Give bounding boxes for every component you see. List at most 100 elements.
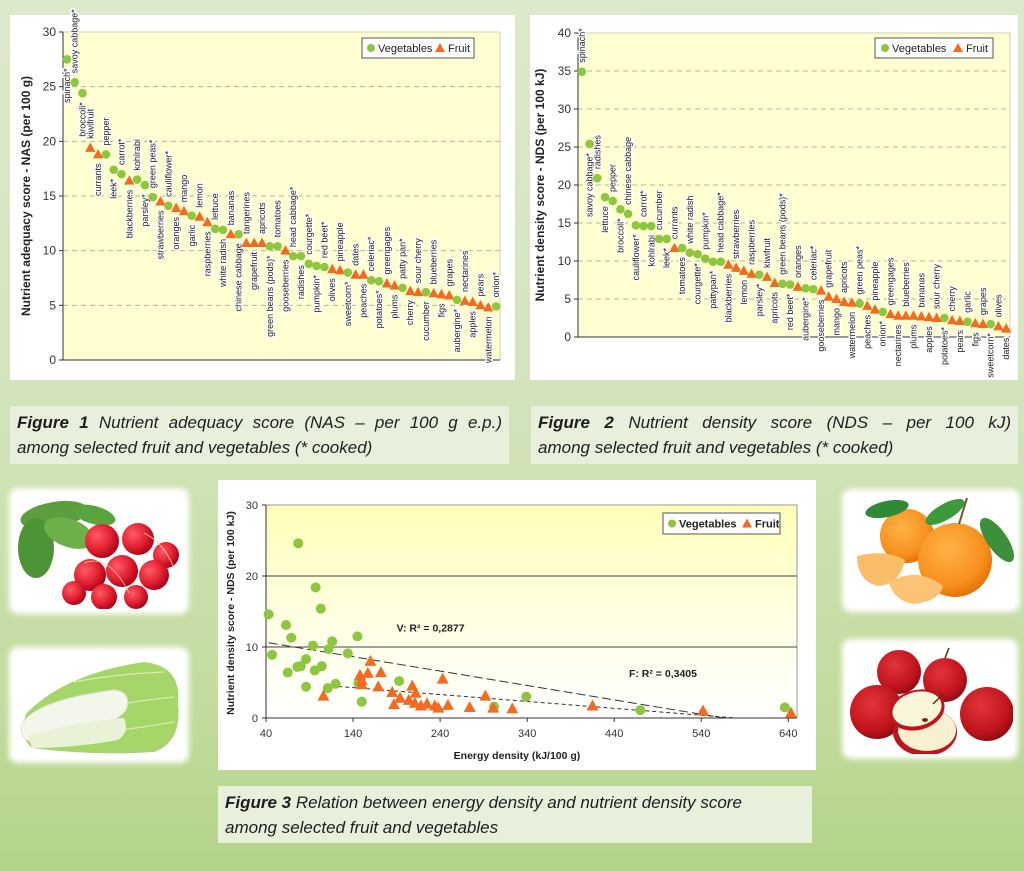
- category-label: cauliflower*: [631, 234, 641, 281]
- category-label: pumpkin*: [312, 274, 322, 312]
- category-label: blackberries: [723, 273, 733, 322]
- category-label: pineapple: [335, 222, 345, 261]
- vegetable-point: [855, 299, 864, 308]
- fruit-point: [202, 216, 213, 227]
- fruit-point: [280, 245, 291, 255]
- fruit-point: [923, 311, 935, 322]
- category-label: red beet*: [319, 221, 329, 258]
- fruit-point: [931, 312, 942, 322]
- chinese-cabbage-photo: [14, 652, 184, 758]
- r-squared-annotation: F: R² = 0,3405: [629, 668, 697, 680]
- caption-line-2: among selected fruit and vegetables: [225, 818, 499, 837]
- category-label: grapes: [978, 287, 988, 315]
- fruit-point: [194, 211, 205, 221]
- category-label: apricots: [839, 261, 849, 293]
- fruit-point: [124, 175, 135, 185]
- energy-vs-nds-scatter: 0 10 20 30 40 140 240 340 440 540 640 V: R² = 0,287…: [225, 500, 798, 762]
- fruit-point: [746, 268, 757, 278]
- figure-2-chart-panel: 0 5 10 15 20 25 30 35 40 spinach* savoy cabbage* ra…: [530, 15, 1018, 380]
- fruit-point: [402, 693, 415, 705]
- vegetable-point: [398, 283, 407, 293]
- category-label: green beans (pods)*: [777, 193, 787, 275]
- vegetable-point: [616, 205, 625, 214]
- vegetable-point: [148, 192, 158, 202]
- vegetable-point: [635, 705, 646, 716]
- fruit-point: [386, 686, 399, 698]
- fruit-point: [249, 237, 260, 247]
- legend-fruit-label: Fruit: [448, 43, 470, 55]
- category-label: onion*: [491, 271, 501, 297]
- vegetable-point: [352, 631, 363, 642]
- category-label: kiwifruit: [762, 237, 772, 268]
- category-label: sour cherry: [932, 263, 942, 309]
- vegetable-point: [986, 319, 996, 329]
- category-label: celeriac*: [808, 245, 818, 280]
- tangerines-photo: [847, 494, 1015, 607]
- x-axis-title: Energy density (kJ/100 g): [454, 750, 581, 762]
- vegetable-point: [293, 538, 304, 549]
- chinese-cabbage-illustration: [20, 662, 179, 754]
- vegetable-point: [356, 696, 367, 707]
- vegetable-point: [330, 678, 341, 689]
- category-label: blueberries: [429, 239, 439, 284]
- category-label: potatoes*: [374, 290, 384, 329]
- fruit-point: [885, 308, 896, 319]
- legend-fruit-marker: [435, 43, 445, 52]
- vegetable-point: [62, 55, 72, 64]
- category-label: sweetcorn*: [343, 281, 353, 326]
- fruit-point: [792, 281, 804, 291]
- fruit-point: [993, 320, 1004, 331]
- fruit-point: [85, 142, 96, 152]
- category-label: cherry: [405, 300, 415, 326]
- legend-vegetables-marker: [367, 44, 375, 52]
- caption-line-1: Figure 1 Nutrient adequacy score (NAS – …: [17, 410, 502, 435]
- vegetable-point: [366, 275, 376, 285]
- category-label: watermelon: [847, 312, 857, 360]
- vegetable-point: [282, 667, 293, 678]
- fruit-point: [389, 280, 400, 290]
- vegetable-point: [265, 241, 275, 251]
- vegetable-point: [700, 254, 710, 264]
- category-label: lemon: [195, 183, 205, 208]
- category-label: oranges: [171, 217, 181, 250]
- category-label: pumpkin*: [700, 212, 710, 250]
- y-tick-label: 10: [43, 244, 57, 258]
- y-axis-title: Nutrient density score - NDS (per 100 kJ…: [533, 69, 547, 302]
- y-tick-label: 10: [558, 254, 572, 268]
- fruit-point: [436, 672, 449, 684]
- category-label: dates: [351, 243, 361, 266]
- category-label: sweetcorn*: [986, 333, 996, 378]
- category-label: strawberries: [156, 210, 166, 260]
- x-tick-label: 40: [260, 728, 272, 740]
- fruit-point: [409, 686, 422, 698]
- fruit-point: [463, 700, 476, 712]
- category-label: tomatoes: [273, 200, 283, 238]
- category-label: green peas*: [148, 139, 158, 188]
- fruit-point: [916, 310, 927, 321]
- category-label: green peas*: [855, 246, 865, 295]
- category-label: raspberries: [202, 231, 212, 277]
- y-tick-label: 30: [246, 500, 258, 512]
- category-label: blueberries: [901, 262, 911, 307]
- legend-vegetables-marker: [668, 519, 676, 528]
- vegetable-point: [218, 225, 228, 235]
- vegetable-point: [878, 307, 888, 317]
- vegetable-point: [164, 201, 173, 211]
- radishes-illustration: [18, 500, 179, 609]
- figure-label: Figure 2: [538, 413, 614, 432]
- category-label: plums: [390, 294, 400, 319]
- fruit-point: [483, 302, 494, 312]
- category-label: courgette*: [693, 263, 703, 305]
- category-label: broccoli*: [615, 218, 625, 253]
- vegetable-point: [296, 251, 306, 261]
- caption-line-2: among selected fruit and vegetables (* c…: [538, 438, 894, 457]
- legend-box: [662, 512, 781, 535]
- fruit-point: [459, 295, 471, 305]
- y-tick-label: 15: [43, 189, 57, 203]
- fruit-point: [479, 689, 492, 701]
- category-label: courgette*: [304, 213, 314, 255]
- category-label: tomatoes: [677, 257, 687, 295]
- fruit-point: [441, 698, 454, 710]
- category-label: raspberries: [747, 219, 757, 265]
